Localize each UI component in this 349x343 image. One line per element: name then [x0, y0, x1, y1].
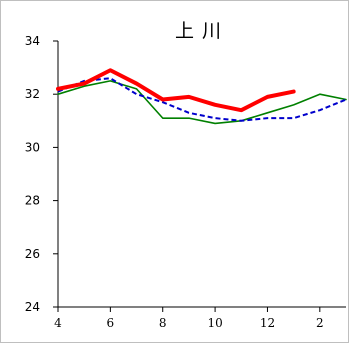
y-tick-label: 24: [25, 300, 40, 314]
x-tick-label: 6: [107, 316, 115, 330]
x-tick-label: 4: [54, 316, 62, 330]
series-layer: [56, 68, 347, 125]
chart-title: 上川: [175, 20, 229, 42]
x-tick-label: 12: [260, 316, 275, 330]
y-tick-label: 30: [25, 140, 40, 154]
y-ticks: 24 26 28 30 32 34: [25, 34, 58, 314]
x-tick-label: 2: [316, 316, 324, 330]
series-line-red: [56, 68, 296, 113]
x-tick-label: 8: [159, 316, 167, 330]
x-ticks: 4 6 8 10 12 2: [54, 307, 324, 330]
x-tick-label: 10: [207, 316, 222, 330]
y-tick-label: 28: [25, 194, 40, 208]
y-tick-label: 26: [25, 247, 40, 261]
y-tick-label: 32: [25, 87, 40, 101]
series-line-blue-dashed: [57, 77, 347, 122]
y-tick-label: 34: [25, 34, 40, 48]
series-line-green: [57, 80, 347, 125]
